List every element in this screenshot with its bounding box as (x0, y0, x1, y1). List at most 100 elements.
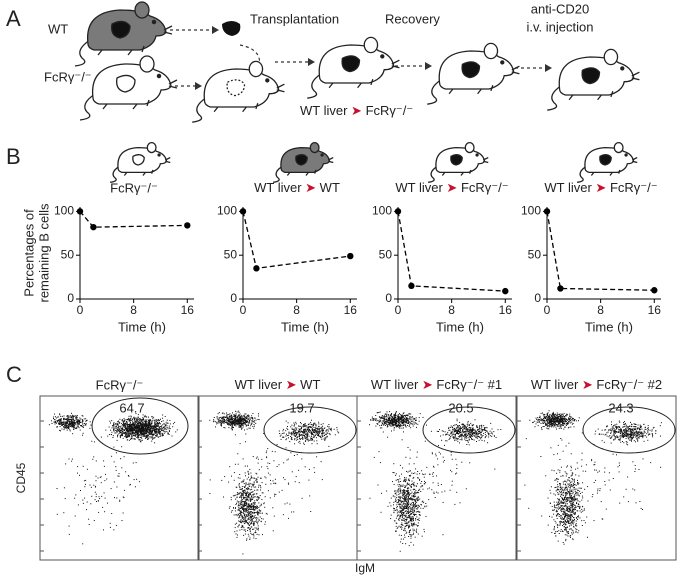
flow-dot (397, 420, 399, 422)
flow-dot (485, 430, 487, 432)
flow-dot (222, 421, 224, 422)
flow-dot (286, 502, 288, 504)
flow-dot (318, 430, 320, 432)
flow-dot (220, 422, 222, 424)
x-tick-label: 0 (240, 303, 247, 317)
flow-dot (240, 488, 242, 490)
flow-dot (469, 430, 471, 432)
flow-dot (218, 422, 220, 424)
flow-dot (310, 421, 312, 423)
flow-dot (470, 429, 472, 431)
flow-dot (403, 492, 405, 494)
flow-dot (255, 530, 256, 532)
flow-dot (237, 534, 238, 536)
flow-dot (281, 433, 283, 434)
flow-dot (125, 430, 127, 431)
flow-dot (147, 432, 149, 434)
flow-dot (250, 521, 252, 523)
flow-dot (130, 424, 132, 425)
flow-dot (294, 427, 296, 429)
flow-dot (134, 486, 136, 488)
flow-dot (139, 418, 141, 420)
flow-dot (253, 517, 254, 519)
flow-dot (63, 419, 65, 421)
mouse-icon (273, 141, 334, 183)
flow-dot (405, 414, 407, 416)
flow-dot (139, 421, 141, 423)
flow-dot (402, 424, 404, 426)
flow-dot (154, 421, 156, 423)
flow-dot (305, 437, 306, 439)
flow-dot (248, 524, 250, 526)
flow-dot (379, 427, 381, 429)
flow-dot (64, 427, 66, 429)
flow-dot (245, 415, 247, 417)
flow-dot (231, 510, 233, 512)
flow-dot (223, 420, 225, 422)
flow-dot (299, 435, 301, 437)
flow-dot (413, 523, 415, 525)
flow-dot (475, 430, 477, 432)
flow-dot (381, 423, 383, 425)
flow-dot (241, 515, 243, 517)
flow-dot (267, 448, 269, 450)
flow-dot (237, 453, 239, 455)
label-fcr: FcRγ⁻/⁻ (44, 69, 92, 84)
flow-dot (137, 416, 139, 418)
flow-dot (396, 425, 398, 427)
flow-dot (239, 516, 241, 518)
flow-dot (69, 430, 71, 432)
flow-dot (400, 415, 402, 417)
flow-dot (117, 434, 119, 436)
x-tick-label: 0 (544, 303, 551, 317)
flow-dot (403, 417, 405, 419)
flow-dot (312, 430, 314, 432)
flow-dot (415, 419, 417, 421)
flow-dot (236, 536, 238, 538)
flow-dot (216, 416, 218, 418)
flow-dot (490, 435, 492, 437)
flow-dot (402, 509, 404, 511)
flow-dot (398, 418, 400, 420)
flow-dot (310, 435, 312, 437)
flow-dot (75, 417, 77, 418)
mouse-feet (441, 169, 472, 176)
flow-dot (237, 502, 239, 504)
flow-dot (456, 427, 458, 429)
flow-dot (240, 422, 242, 424)
flow-dot (240, 506, 242, 508)
y-tick-label: 100 (217, 204, 237, 218)
flow-dot (253, 511, 255, 513)
flow-dot (159, 434, 161, 436)
flow-dot (404, 486, 406, 488)
flow-dot (406, 519, 408, 520)
flow-dot (477, 431, 479, 432)
flow-dot (247, 491, 248, 493)
flow-dot (316, 443, 318, 445)
flow-dot (76, 425, 78, 427)
flow-dot (394, 421, 396, 423)
flow-dot (322, 430, 324, 432)
flow-dot (148, 438, 150, 440)
flow-dot (291, 511, 293, 513)
flow-dot (472, 438, 474, 440)
flow-dot (165, 425, 167, 427)
flow-dot (456, 432, 458, 434)
flow-dot (407, 508, 408, 510)
flow-dot (167, 422, 169, 424)
flow-dot (387, 425, 389, 427)
flow-dot (405, 504, 407, 506)
flow-dot (314, 433, 316, 435)
flow-dot (125, 426, 127, 428)
mouse-tail (307, 72, 322, 99)
flow-dot (414, 418, 416, 419)
flow-dot (125, 425, 127, 427)
flow-dot (254, 527, 256, 529)
flow-dot (413, 532, 415, 534)
flow-dot (152, 438, 154, 440)
flow-dot (239, 491, 241, 493)
flow-dot (257, 510, 259, 512)
flow-dot (150, 425, 152, 427)
mouse-whisker (163, 25, 173, 35)
flow-dot (135, 424, 137, 426)
